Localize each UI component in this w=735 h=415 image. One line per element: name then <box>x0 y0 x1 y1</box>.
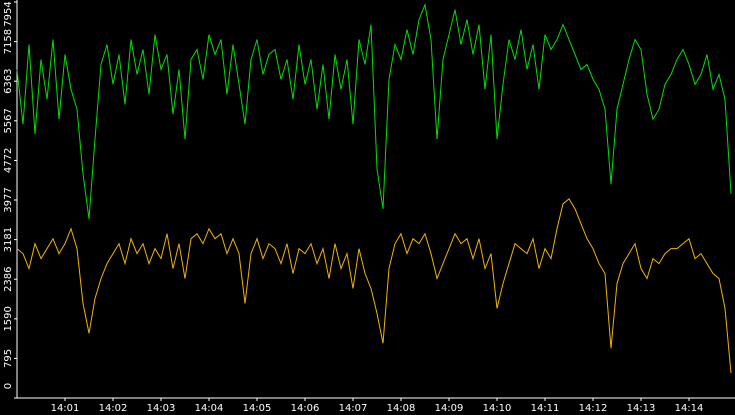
x-tick-label: 14:08 <box>387 403 416 414</box>
y-tick-label: 6363 <box>3 68 14 93</box>
y-tick-label: 795 <box>3 349 14 368</box>
x-tick-label: 14:04 <box>195 403 224 414</box>
x-tick-label: 14:03 <box>147 403 176 414</box>
x-tick-label: 14:05 <box>243 403 272 414</box>
x-tick-label: 14:14 <box>675 403 704 414</box>
y-tick-label: 1590 <box>3 306 14 331</box>
x-tick-label: 14:13 <box>627 403 656 414</box>
series-line <box>16 198 732 374</box>
y-tick-label: 0 <box>3 383 14 389</box>
y-tick-label: 7158 <box>3 29 14 54</box>
x-tick-label: 14:12 <box>579 403 608 414</box>
y-tick-label: 2386 <box>3 266 14 291</box>
x-tick-label: 14:10 <box>483 403 512 414</box>
series-line <box>16 2 732 219</box>
x-tick-label: 14:07 <box>339 403 368 414</box>
x-tick-label: 14:11 <box>531 403 560 414</box>
y-tick-label: 4772 <box>3 148 14 173</box>
x-tick-label: 14:09 <box>435 403 464 414</box>
x-tick-label: 14:06 <box>291 403 320 414</box>
x-tick-label: 14:01 <box>51 403 80 414</box>
y-tick-label: 3181 <box>3 227 14 252</box>
y-tick-label: 3977 <box>3 187 14 212</box>
y-tick-label: 7954 <box>3 1 14 26</box>
y-tick-label: 5567 <box>3 108 14 133</box>
x-tick-label: 14:02 <box>99 403 128 414</box>
